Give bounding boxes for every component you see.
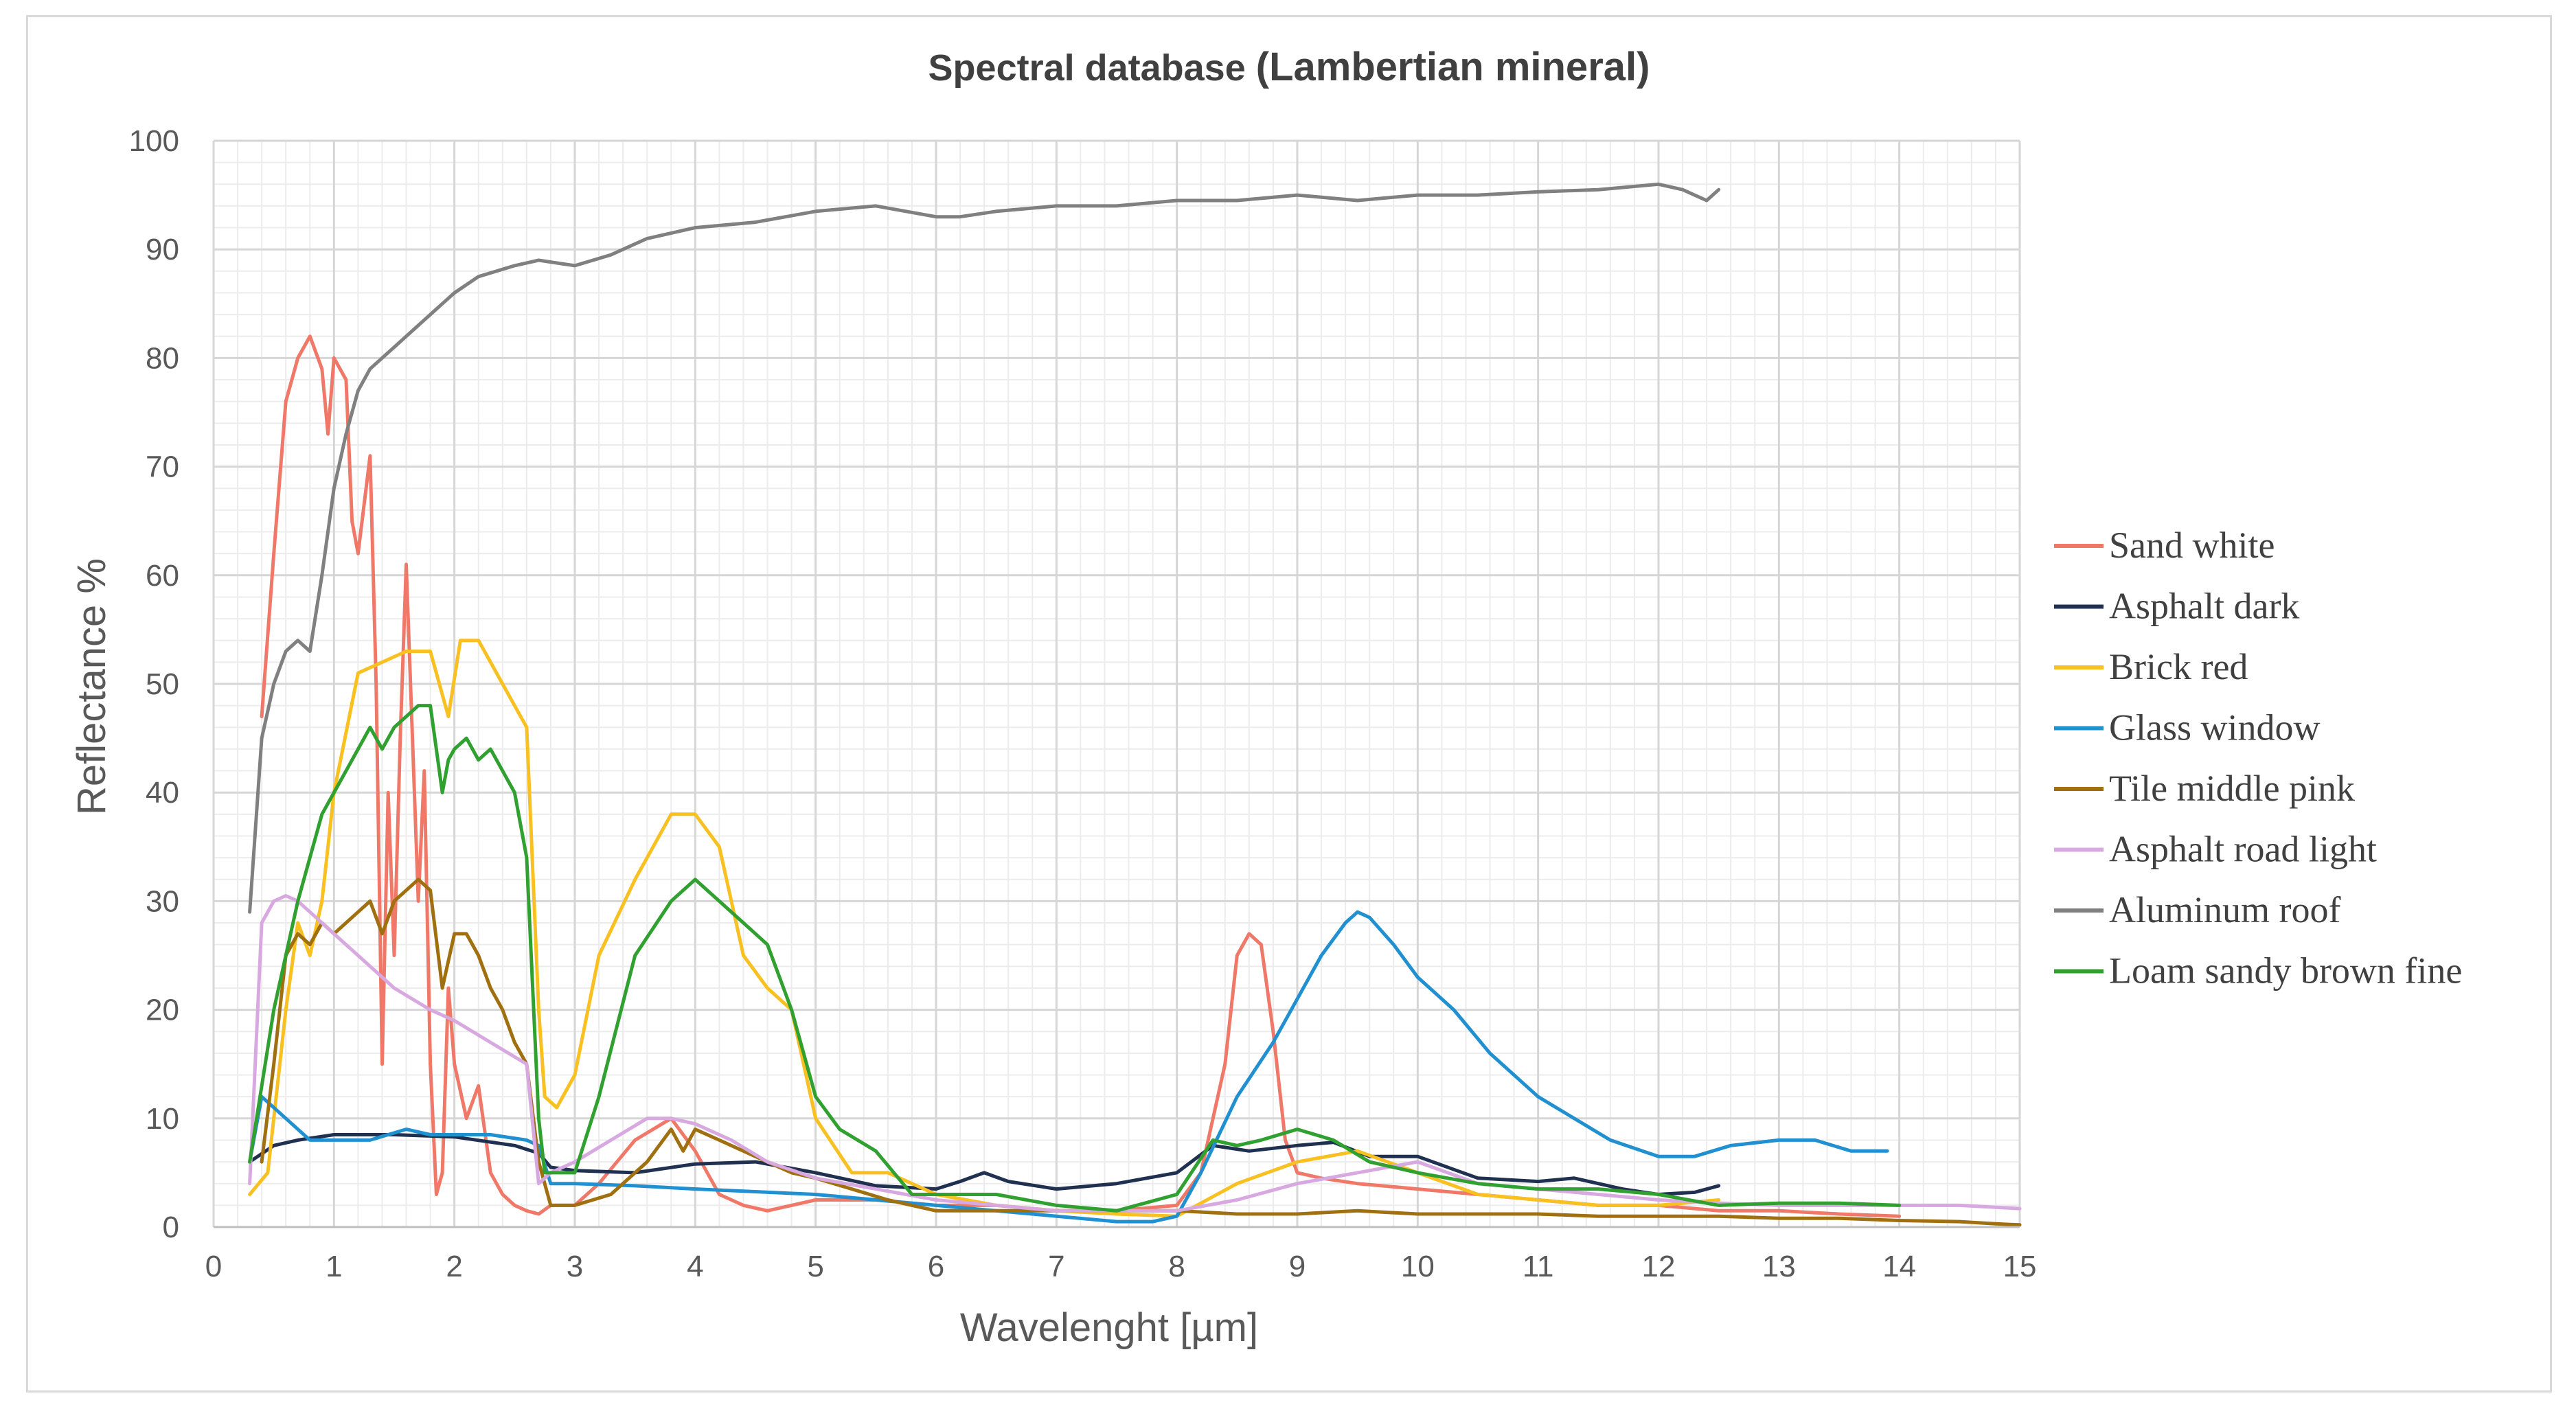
legend-label: Glass window	[2109, 707, 2321, 748]
chart-title-main: Spectral database	[928, 47, 1256, 89]
legend-item-asphalt-dark: Asphalt dark	[2054, 586, 2299, 627]
series-line-glass-window	[248, 910, 1889, 1224]
x-tick-label: 13	[1762, 1250, 1796, 1283]
y-tick-label: 70	[146, 450, 179, 484]
legend-label: Loam sandy brown fine	[2109, 950, 2462, 992]
x-tick-label: 0	[205, 1250, 222, 1283]
legend-label: Sand white	[2109, 525, 2275, 566]
x-tick-label: 8	[1168, 1250, 1185, 1283]
legend-item-asphalt-road-light: Asphalt road light	[2054, 829, 2377, 870]
x-axis-tick-labels: 0 1 2 3 4 5 6 7 8 9 10 11 12 13 14 15	[205, 1250, 2037, 1283]
legend-item-glass-window: Glass window	[2054, 707, 2321, 748]
y-tick-label: 90	[146, 233, 179, 266]
legend-item-sand-white: Sand white	[2054, 525, 2275, 566]
x-tick-label: 12	[1642, 1250, 1676, 1283]
x-tick-label: 6	[928, 1250, 944, 1283]
major-gridlines	[212, 139, 2021, 1228]
chart-title: Spectral database (Lambertian mineral)	[928, 45, 1650, 89]
series-line-asphalt-road-light	[248, 894, 2022, 1213]
x-axis-label: Wavelenght [µm]	[960, 1305, 1258, 1350]
y-axis-label: Reflectance %	[69, 558, 114, 815]
x-tick-label: 11	[1523, 1250, 1554, 1283]
y-axis-tick-labels: 0 10 20 30 40 50 60 70 80 90 100	[129, 124, 179, 1244]
legend-label: Aluminum roof	[2109, 889, 2340, 930]
legend-label: Tile middle pink	[2109, 768, 2355, 809]
x-tick-label: 10	[1401, 1250, 1435, 1283]
chart-frame: Spectral database (Lambertian mineral) 0…	[26, 15, 2552, 1393]
chart-canvas: Spectral database (Lambertian mineral) 0…	[69, 45, 2462, 1350]
series-line-loam-sandy-brown-fine	[248, 704, 1902, 1213]
legend-item-brick-red: Brick red	[2054, 646, 2248, 687]
series-line-tile-middle-pink	[260, 878, 2022, 1227]
x-tick-label: 3	[567, 1250, 583, 1283]
legend-label: Asphalt road light	[2109, 829, 2377, 870]
x-tick-label: 2	[446, 1250, 462, 1283]
x-tick-label: 1	[326, 1250, 342, 1283]
y-tick-label: 10	[146, 1102, 179, 1136]
series-line-brick-red	[248, 639, 1721, 1218]
x-tick-label: 15	[2003, 1250, 2037, 1283]
x-tick-label: 14	[1882, 1250, 1916, 1283]
x-tick-label: 7	[1048, 1250, 1064, 1283]
x-tick-label: 5	[807, 1250, 823, 1283]
y-tick-label: 0	[163, 1211, 179, 1244]
y-tick-label: 20	[146, 994, 179, 1027]
y-tick-label: 30	[146, 884, 179, 918]
y-tick-label: 60	[146, 559, 179, 593]
series-line-asphalt-dark	[248, 1133, 1721, 1196]
y-tick-label: 40	[146, 776, 179, 810]
y-tick-label: 50	[146, 667, 179, 701]
chart-title-emphasis: (Lambertian mineral)	[1256, 45, 1650, 89]
x-tick-label: 4	[687, 1250, 703, 1283]
legend-item-loam-sandy-brown-fine: Loam sandy brown fine	[2054, 950, 2462, 992]
series-line-aluminum-roof	[248, 182, 1721, 914]
legend-label: Asphalt dark	[2109, 586, 2299, 627]
y-tick-label: 80	[146, 341, 179, 375]
legend-label: Brick red	[2109, 646, 2248, 687]
legend: Sand white Asphalt dark Brick red Glass win…	[2054, 525, 2462, 992]
legend-item-tile-middle-pink: Tile middle pink	[2054, 768, 2355, 809]
y-tick-label: 100	[129, 124, 179, 158]
x-tick-label: 9	[1289, 1250, 1306, 1283]
legend-item-aluminum-roof: Aluminum roof	[2054, 889, 2340, 930]
series-layer	[248, 182, 2022, 1227]
